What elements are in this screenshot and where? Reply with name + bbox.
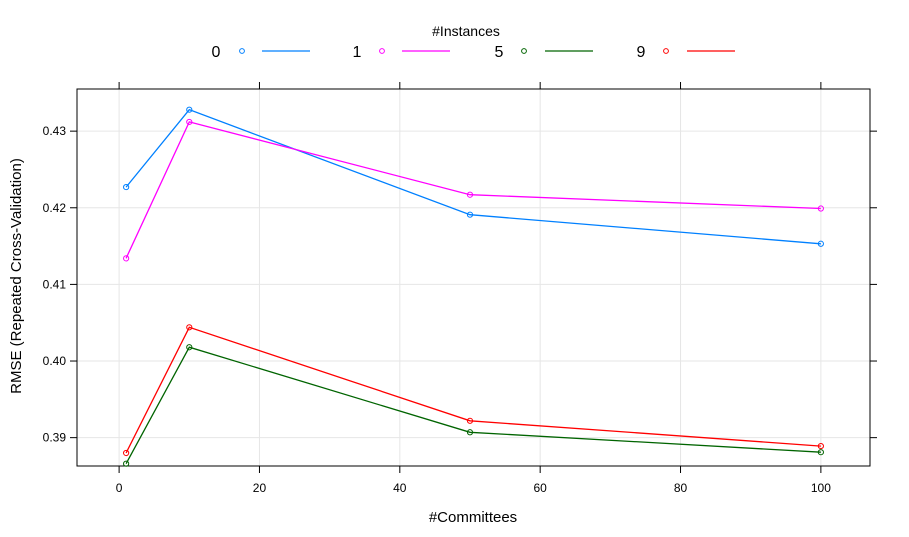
legend-item-1: 1 xyxy=(353,44,450,61)
legend-label-1: 1 xyxy=(353,44,362,61)
legend-point-0 xyxy=(239,48,245,54)
series-0-point xyxy=(466,211,474,218)
series-9-line xyxy=(125,326,821,454)
y-tick-label: 0.39 xyxy=(43,431,67,445)
series-9-point xyxy=(186,324,193,331)
series-layer xyxy=(123,106,824,467)
series-5-point xyxy=(466,429,474,436)
x-tick-label: 40 xyxy=(393,481,407,495)
legend-title: #Instances xyxy=(432,23,500,39)
series-5-line xyxy=(125,346,821,465)
series-0-point xyxy=(123,183,130,191)
legend-label-5: 5 xyxy=(495,44,504,61)
series-5-point xyxy=(123,460,130,467)
series-9-group xyxy=(123,324,824,457)
y-tick-label: 0.41 xyxy=(43,277,67,291)
axes-layer: 0 20 40 60 80 100 0.39 0.40 0.41 0.42 0.43 xyxy=(43,82,877,495)
x-tick-label: 20 xyxy=(253,481,267,495)
series-5-point xyxy=(186,344,193,351)
series-1-line xyxy=(125,121,821,259)
series-0-group xyxy=(123,106,824,247)
legend-point-1 xyxy=(379,48,385,54)
x-tick-label: 100 xyxy=(811,481,831,495)
x-axis-title: #Committees xyxy=(429,509,517,526)
legend-label-9: 9 xyxy=(637,44,646,61)
y-axis-title: RMSE (Repeated Cross-Validation) xyxy=(8,158,25,394)
x-tick-label: 0 xyxy=(116,481,123,495)
series-9-point xyxy=(466,417,474,424)
y-tick-label: 0.42 xyxy=(43,201,67,215)
legend-item-5: 5 xyxy=(495,44,593,61)
series-0-point xyxy=(817,240,824,247)
series-1-point xyxy=(466,191,474,198)
series-1-point xyxy=(186,118,193,126)
legend-item-0: 0 xyxy=(212,44,310,61)
series-0-point xyxy=(186,106,193,113)
series-1-group xyxy=(123,118,824,262)
series-0-line xyxy=(125,108,821,245)
x-tick-label: 80 xyxy=(674,481,688,495)
y-tick-label: 0.43 xyxy=(43,124,67,138)
series-1-point xyxy=(123,255,130,262)
series-5-point xyxy=(817,449,824,456)
legend-item-9: 9 xyxy=(637,44,735,61)
plot-panel-border xyxy=(76,88,871,467)
legend-point-9 xyxy=(663,48,669,54)
series-1-point xyxy=(817,205,824,212)
series-9-point xyxy=(817,442,824,450)
y-tick-label: 0.40 xyxy=(43,354,67,368)
x-tick-label: 60 xyxy=(533,481,547,495)
legend-point-5 xyxy=(521,48,527,54)
legend: #Instances 0 1 5 9 xyxy=(212,23,735,61)
series-9-point xyxy=(123,449,130,457)
grid-layer xyxy=(77,89,870,466)
series-5-group xyxy=(123,344,824,467)
legend-label-0: 0 xyxy=(212,44,221,61)
